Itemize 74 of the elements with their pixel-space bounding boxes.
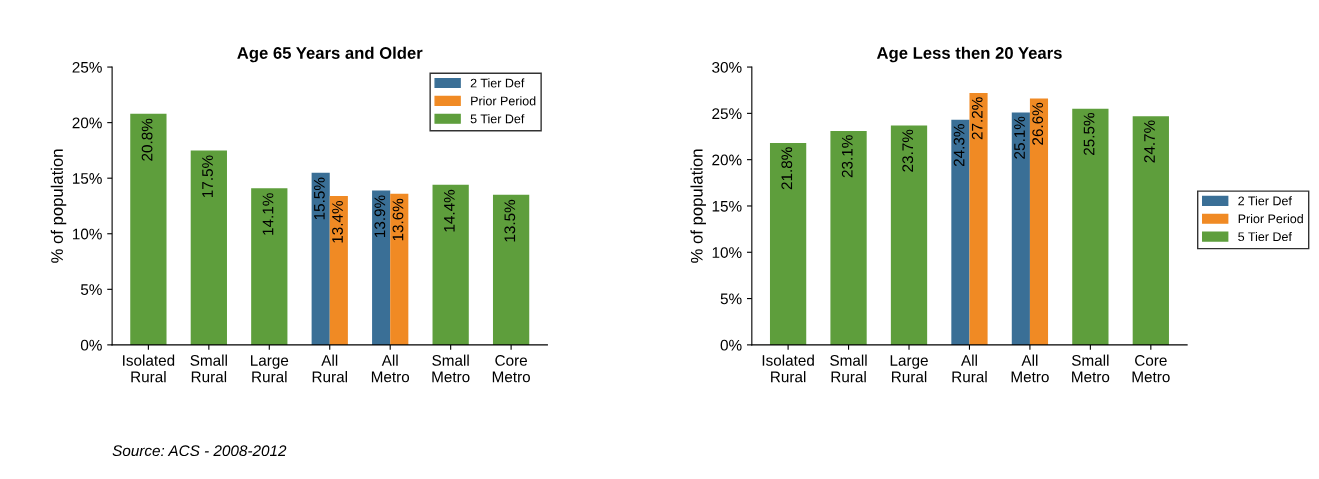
y-tick-label: 15% — [72, 173, 102, 184]
data-label: 13.6% — [392, 198, 404, 241]
x-tick-label: All Metro — [371, 354, 410, 383]
bar — [830, 130, 867, 345]
bar — [329, 195, 348, 345]
bar — [1011, 112, 1030, 345]
x-tick-label: All Rural — [312, 354, 347, 383]
bar — [1072, 108, 1109, 345]
bar — [130, 113, 167, 345]
data-label: 25.5% — [1083, 112, 1095, 155]
y-tick-label: 0% — [80, 339, 102, 351]
data-label: 17.5% — [202, 155, 213, 197]
bar — [969, 92, 988, 345]
x-tick-label: All Metro — [1011, 354, 1049, 383]
y-tick-label: 25% — [72, 61, 102, 73]
data-label: 20.8% — [141, 118, 153, 161]
y-tick-label: 15% — [712, 200, 742, 212]
bar — [372, 190, 391, 345]
x-tick-label: Isolated Rural — [123, 354, 175, 383]
y-tick-label: 10% — [712, 247, 742, 258]
y-tick-label: 20% — [72, 117, 102, 129]
y-tick-label: 25% — [712, 108, 742, 120]
x-tick-label: Core Metro — [492, 355, 530, 383]
y-tick-label: 0% — [720, 339, 742, 351]
x-tick-label: Core Metro — [1132, 355, 1170, 383]
legend-label: Prior Period — [471, 96, 536, 106]
bar — [311, 172, 330, 345]
bar — [190, 150, 227, 345]
legend-label: 2 Tier Def — [470, 78, 525, 88]
legend-label: Prior Period — [1238, 214, 1303, 224]
data-label: 25.1% — [1014, 116, 1025, 159]
data-label: 13.4% — [332, 200, 343, 243]
chart-title: Age Less then 20 Years — [876, 46, 1062, 63]
x-tick-label: All Rural — [952, 354, 987, 383]
bar — [390, 193, 409, 345]
data-label: 14.1% — [262, 193, 274, 235]
data-label: 27.2% — [971, 97, 983, 140]
data-label: 26.6% — [1032, 102, 1044, 145]
x-tick-label: Large Rural — [251, 355, 289, 383]
x-tick-label: Isolated Rural — [762, 354, 814, 383]
bar — [432, 184, 469, 345]
source-note: Source: ACS - 2008-2012 — [112, 445, 287, 457]
y-tick-label: 5% — [720, 293, 742, 305]
data-label: 23.1% — [841, 135, 853, 178]
data-label: 21.8% — [781, 147, 793, 190]
y-tick-label: 30% — [712, 61, 742, 73]
data-label: 15.5% — [314, 177, 325, 220]
bar — [769, 143, 807, 345]
chart-title: Age 65 Years and Older — [237, 46, 423, 63]
y-axis-title: % of population — [690, 149, 706, 263]
bar — [1029, 98, 1049, 345]
legend-label: 5 Tier Def — [470, 114, 525, 124]
x-tick-label: Large Rural — [890, 355, 928, 383]
data-label: 14.4% — [444, 189, 455, 232]
x-tick-label: Small Metro — [432, 354, 470, 383]
data-label: 24.7% — [1144, 120, 1155, 163]
data-label: 13.5% — [504, 199, 516, 242]
y-tick-label: 20% — [712, 154, 742, 166]
y-tick-label: 10% — [72, 228, 102, 240]
bar — [951, 119, 970, 345]
data-label: 24.3% — [953, 124, 965, 167]
legend-label: 2 Tier Def — [1238, 196, 1292, 206]
bar — [251, 188, 288, 345]
legend-label: 5 Tier Def — [1238, 231, 1292, 242]
bar — [1132, 116, 1169, 345]
x-tick-label: Small Rural — [830, 354, 867, 383]
bar — [890, 125, 928, 345]
y-axis-title: % of population — [50, 149, 67, 263]
x-tick-label: Small Metro — [1071, 354, 1110, 383]
y-tick-label: 5% — [80, 284, 102, 295]
data-label: 13.9% — [374, 195, 386, 238]
x-tick-label: Small Rural — [190, 354, 227, 383]
data-label: 23.7% — [902, 129, 914, 172]
bar — [492, 194, 530, 345]
